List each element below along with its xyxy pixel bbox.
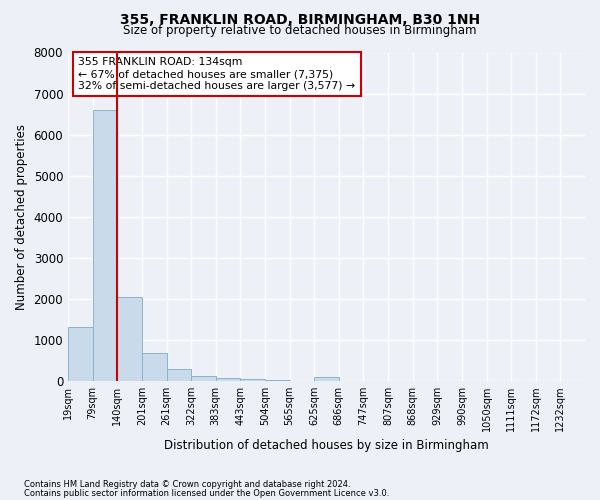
Text: 355 FRANKLIN ROAD: 134sqm
← 67% of detached houses are smaller (7,375)
32% of se: 355 FRANKLIN ROAD: 134sqm ← 67% of detac… (79, 58, 356, 90)
Bar (216, 378, 241, 381)
Text: Contains HM Land Registry data © Crown copyright and database right 2024.: Contains HM Land Registry data © Crown c… (24, 480, 350, 489)
Bar (142, 353, 167, 381)
Bar (117, 296, 142, 381)
Bar (314, 376, 339, 381)
X-axis label: Distribution of detached houses by size in Birmingham: Distribution of detached houses by size … (164, 440, 489, 452)
Y-axis label: Number of detached properties: Number of detached properties (15, 124, 28, 310)
Bar (191, 376, 216, 381)
Text: Size of property relative to detached houses in Birmingham: Size of property relative to detached ho… (123, 24, 477, 37)
Text: 355, FRANKLIN ROAD, BIRMINGHAM, B30 1NH: 355, FRANKLIN ROAD, BIRMINGHAM, B30 1NH (120, 12, 480, 26)
Bar (68, 328, 92, 381)
Bar (167, 368, 191, 381)
Bar (241, 379, 265, 381)
Bar (265, 380, 290, 381)
Text: Contains public sector information licensed under the Open Government Licence v3: Contains public sector information licen… (24, 488, 389, 498)
Bar (92, 110, 117, 381)
